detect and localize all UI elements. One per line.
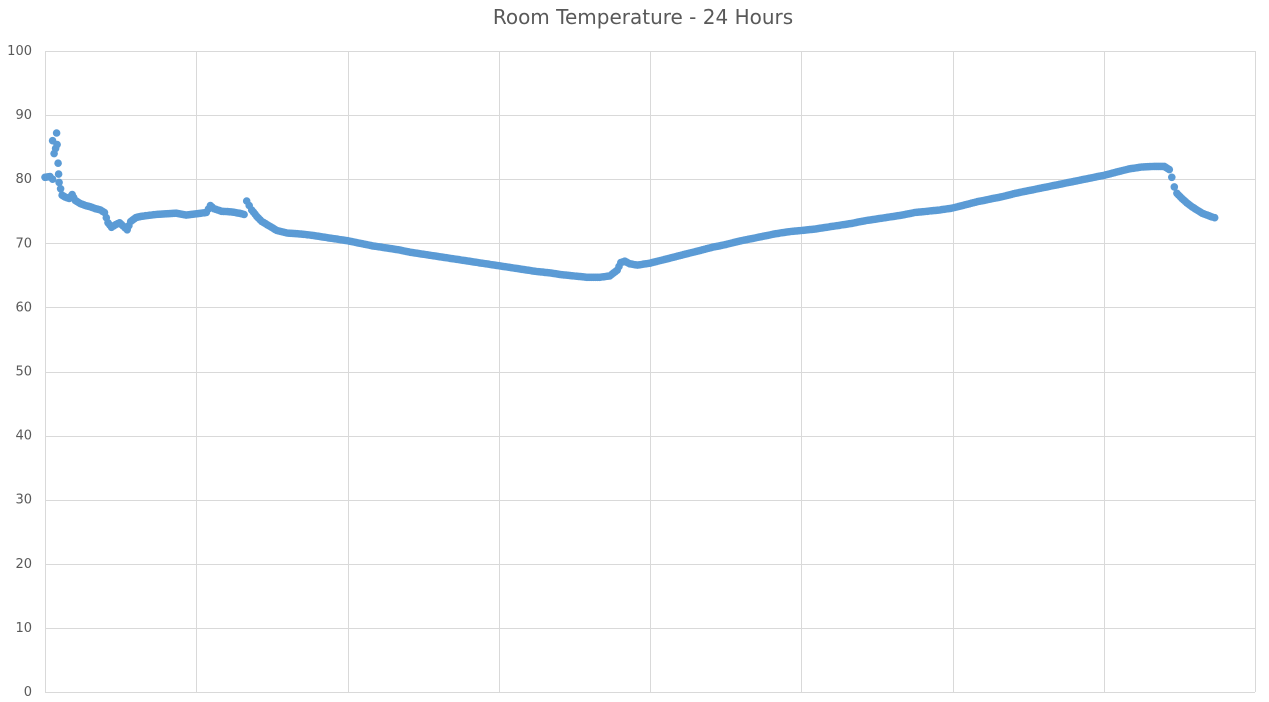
chart-title: Room Temperature - 24 Hours (492, 5, 794, 29)
data-point (55, 178, 63, 187)
y-tick-label: 10 (15, 621, 32, 636)
data-point (52, 129, 61, 137)
y-tick-label: 90 (15, 108, 32, 123)
y-tick-label: 0 (24, 685, 32, 700)
y-tick-label: 60 (15, 300, 32, 315)
y-tick-label: 70 (15, 236, 32, 251)
y-tick-label: 50 (15, 365, 32, 380)
data-point (56, 185, 65, 193)
data-series (41, 129, 1219, 282)
data-point (240, 210, 248, 219)
data-point (48, 175, 57, 183)
y-tick-label: 40 (15, 429, 32, 444)
gridlines (45, 51, 1256, 693)
data-point (1168, 173, 1176, 182)
y-axis-tick-labels: 0 10 20 30 40 50 60 70 80 90 100 (7, 44, 32, 700)
data-point (54, 170, 63, 178)
y-tick-label: 20 (15, 557, 32, 572)
data-point (53, 140, 61, 149)
y-tick-label: 100 (7, 44, 32, 59)
y-tick-label: 30 (15, 493, 32, 508)
data-point (1165, 165, 1174, 174)
data-point (1170, 183, 1179, 191)
data-point (1210, 213, 1219, 222)
y-tick-label: 80 (15, 172, 32, 187)
data-point (54, 159, 62, 167)
